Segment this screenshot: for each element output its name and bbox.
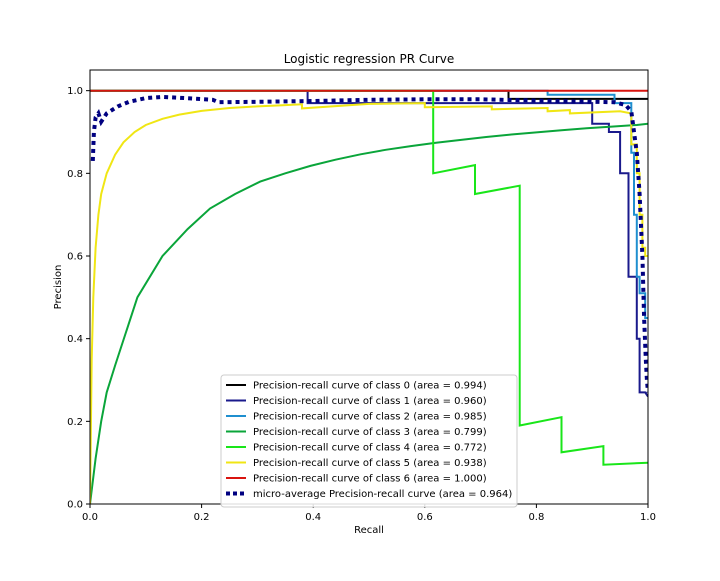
series-line-5 xyxy=(90,102,648,504)
series-line-3 xyxy=(90,122,648,504)
x-tick-label: 0.8 xyxy=(528,512,544,523)
x-tick-label: 0.4 xyxy=(305,512,321,523)
y-tick-label: 0.0 xyxy=(67,500,83,511)
legend-label-6: Precision-recall curve of class 6 (area … xyxy=(253,474,487,485)
legend-label-2: Precision-recall curve of class 2 (area … xyxy=(253,412,487,423)
legend-label-1: Precision-recall curve of class 1 (area … xyxy=(253,396,487,407)
legend-label-3: Precision-recall curve of class 3 (area … xyxy=(253,427,487,438)
y-tick-label: 0.2 xyxy=(67,417,83,428)
series-line-4 xyxy=(90,89,648,466)
x-tick-label: 1.0 xyxy=(640,512,656,523)
series-line-2 xyxy=(90,89,648,319)
x-axis-label: Recall xyxy=(354,525,384,536)
y-tick-label: 0.4 xyxy=(67,334,83,345)
legend-label-0: Precision-recall curve of class 0 (area … xyxy=(253,381,487,392)
legend-label-7: micro-average Precision-recall curve (ar… xyxy=(253,489,512,500)
legend-label-4: Precision-recall curve of class 4 (area … xyxy=(253,443,487,454)
x-tick-label: 0.6 xyxy=(417,512,433,523)
y-axis-label: Precision xyxy=(53,265,64,310)
y-tick-label: 0.8 xyxy=(67,169,83,180)
chart-title: Logistic regression PR Curve xyxy=(284,52,455,66)
legend-label-5: Precision-recall curve of class 5 (area … xyxy=(253,458,487,469)
series-line-7 xyxy=(90,94,648,393)
y-tick-label: 1.0 xyxy=(67,86,83,97)
x-tick-label: 0.0 xyxy=(82,512,98,523)
legend: Precision-recall curve of class 0 (area … xyxy=(220,374,518,508)
y-tick-label: 0.6 xyxy=(67,252,83,263)
x-tick-label: 0.2 xyxy=(194,512,210,523)
legend-box xyxy=(220,374,518,508)
series-line-1 xyxy=(90,89,648,398)
